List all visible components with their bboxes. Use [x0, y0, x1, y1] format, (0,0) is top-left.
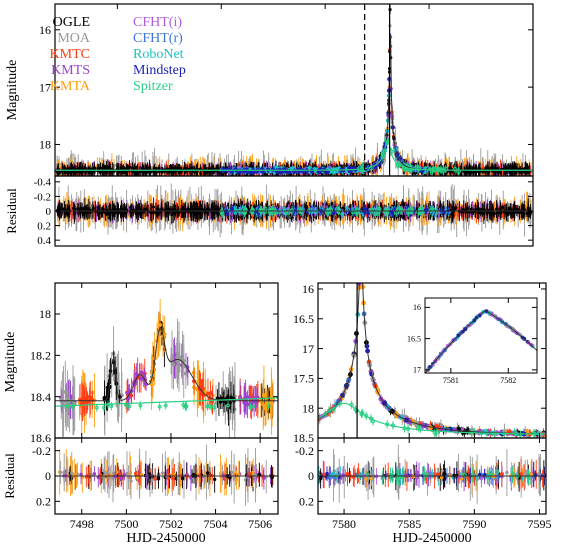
top-data-point: [65, 171, 70, 175]
top-data-point: [270, 167, 275, 172]
legend-entry: Spitzer: [133, 79, 173, 94]
top-data-point: [471, 170, 475, 174]
top-residual-data-point: [516, 214, 520, 218]
top-data-point: [127, 165, 132, 169]
top-data-point: [508, 171, 512, 175]
top-data-point: [431, 166, 436, 172]
legend-entry: MOA: [57, 31, 91, 46]
top-data-point: [124, 171, 128, 175]
top-data-point: [435, 166, 441, 172]
top-data-point: [274, 168, 279, 174]
top-data-point: [250, 170, 256, 175]
top-data-point: [325, 169, 330, 175]
top-data-point: [498, 170, 503, 174]
top-data-point: [490, 166, 494, 170]
top-y-label: Magnitude: [5, 60, 20, 121]
legend-entry: CFHT(i): [133, 15, 182, 30]
top-data-point: [58, 170, 62, 174]
top-data-point: [253, 176, 256, 179]
top-data-layer: [55, 4, 533, 179]
top-ticks: 16 17 18: [39, 4, 534, 176]
top-data-point: [456, 168, 461, 174]
top-residual-data-point: [169, 202, 173, 206]
top-data-point: [260, 168, 266, 174]
top-ytick-label: 16: [39, 23, 51, 37]
top-data-point: [119, 166, 123, 170]
top-data-point: [107, 167, 111, 171]
legend-entry: RoboNet: [133, 47, 184, 62]
top-data-point: [130, 166, 135, 170]
top-data-point: [199, 172, 203, 176]
top-data-point: [474, 170, 478, 174]
top-data-point: [96, 166, 100, 170]
top-data-point: [316, 169, 321, 175]
top-data-point: [211, 170, 215, 174]
top-data-point: [452, 166, 458, 172]
top-data-point: [116, 171, 120, 175]
top-data-point: [146, 166, 150, 170]
top-ytick-label: 17: [39, 80, 51, 94]
top-data-point: [471, 166, 475, 170]
legend-entry: KMTA: [50, 79, 91, 94]
top-data-point: [157, 166, 161, 171]
top-data-point: [134, 171, 138, 175]
legend-entry: CFHT(r): [133, 31, 183, 46]
top-data-point: [144, 170, 148, 174]
top-data-point: [526, 165, 530, 169]
top-data-point: [175, 166, 179, 170]
legend-entry: KMTS: [51, 63, 90, 78]
top-residual-data-layer: [55, 183, 533, 238]
top-data-point: [309, 168, 315, 174]
legend-entry: OGLE: [53, 15, 90, 30]
top-residual-panel: 0.40.20-0.2-0.4 Residual: [4, 175, 534, 247]
top-model-spitzer: [55, 138, 533, 171]
top-data-point: [137, 170, 141, 174]
legend-entry: Mindstep: [133, 63, 186, 78]
top-ytick-label: 18: [39, 138, 51, 152]
legend-entry: KMTC: [50, 47, 90, 62]
